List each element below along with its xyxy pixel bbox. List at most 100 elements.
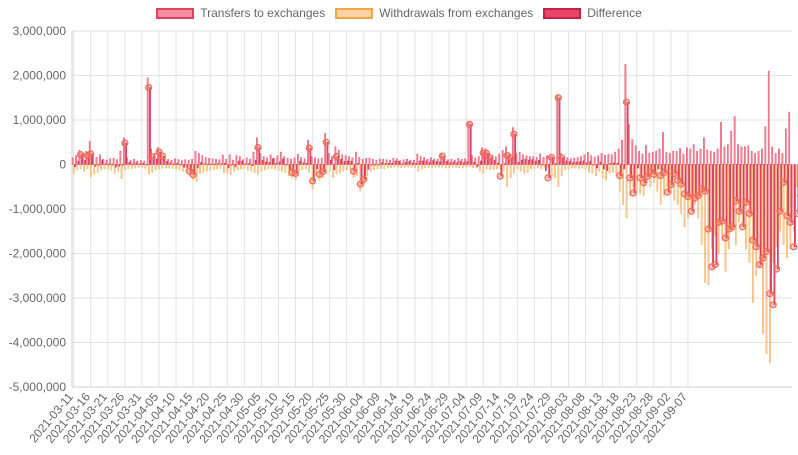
bar-withdrawals [80, 165, 81, 169]
difference-point [617, 173, 623, 179]
bar-withdrawals [336, 165, 337, 175]
bar-withdrawals [445, 165, 446, 169]
bar-difference [453, 162, 454, 165]
difference-point [310, 178, 316, 184]
bar-withdrawals [271, 165, 272, 169]
bar-transfers [543, 157, 544, 164]
bar-transfers [287, 158, 288, 164]
bar-transfers [321, 158, 322, 164]
bar-transfers [188, 160, 189, 164]
legend-item-transfers[interactable]: Transfers to exchanges [156, 6, 325, 20]
bar-withdrawals [397, 165, 398, 168]
bar-difference [187, 165, 188, 168]
bar-transfers [318, 159, 319, 165]
y-tick-label: -4,000,000 [9, 336, 67, 350]
bar-withdrawals [380, 165, 381, 169]
bar-transfers [666, 152, 667, 164]
difference-point [685, 194, 691, 200]
bar-difference [238, 161, 239, 165]
bar-transfers [700, 149, 701, 165]
bar-difference [774, 165, 775, 305]
bar-difference [518, 162, 519, 164]
bar-transfers [116, 160, 117, 165]
bar-withdrawals [609, 165, 610, 174]
difference-point [664, 189, 670, 195]
bar-withdrawals [278, 165, 279, 171]
legend-swatch-difference [543, 8, 581, 19]
legend-item-withdrawals[interactable]: Withdrawals from exchanges [335, 6, 533, 20]
bar-withdrawals [244, 165, 245, 169]
difference-point [467, 121, 473, 127]
bar-difference [760, 165, 761, 265]
difference-point [712, 262, 718, 268]
bar-difference [146, 165, 147, 166]
difference-point [159, 153, 165, 159]
bar-transfers [703, 138, 704, 165]
bar-difference [596, 165, 597, 169]
bar-difference [617, 163, 618, 164]
difference-point [733, 198, 739, 204]
bar-withdrawals [90, 165, 91, 177]
bar-transfers [113, 158, 114, 164]
bar-difference [398, 161, 399, 164]
bar-transfers [372, 159, 373, 164]
bar-withdrawals [373, 165, 374, 170]
bar-difference [535, 161, 536, 165]
bar-difference [98, 165, 99, 166]
bar-transfers [468, 122, 469, 165]
bar-withdrawals [401, 165, 402, 168]
bar-difference [781, 165, 782, 212]
bar-withdrawals [172, 165, 173, 169]
bar-difference [545, 165, 546, 171]
bar-transfers [546, 156, 547, 165]
difference-point [736, 208, 742, 214]
bar-difference [204, 164, 205, 165]
bar-difference [351, 161, 352, 165]
bar-withdrawals [158, 165, 159, 169]
bar-withdrawals [148, 165, 149, 175]
bar-difference [265, 162, 266, 165]
bar-withdrawals [141, 165, 142, 168]
bar-transfers [638, 151, 639, 164]
bar-withdrawals [582, 165, 583, 169]
bar-transfers [185, 160, 186, 165]
bar-difference [750, 165, 751, 214]
bar-withdrawals [124, 165, 125, 170]
legend-item-difference[interactable]: Difference [543, 6, 641, 20]
bar-transfers [181, 160, 182, 164]
difference-point [293, 170, 299, 176]
bar-withdrawals [240, 165, 241, 169]
bar-withdrawals [530, 165, 531, 169]
bar-transfers [714, 152, 715, 164]
difference-point [740, 224, 746, 230]
bar-transfers [761, 149, 762, 165]
bar-transfers [683, 154, 684, 165]
bar-difference [692, 165, 693, 212]
bar-difference [542, 165, 543, 166]
bar-transfers [775, 153, 776, 164]
legend: Transfers to exchanges Withdrawals from … [0, 6, 798, 20]
bar-transfers [215, 159, 216, 164]
bar-withdrawals [298, 165, 299, 172]
bar-difference [729, 165, 730, 230]
bar-transfers [659, 149, 660, 165]
bar-difference [433, 160, 434, 164]
bar-difference [170, 163, 171, 165]
difference-point [497, 173, 503, 179]
bar-withdrawals [408, 165, 409, 167]
bar-difference [566, 161, 567, 165]
bar-withdrawals [216, 165, 217, 169]
bar-withdrawals [384, 165, 385, 169]
bar-withdrawals [329, 165, 330, 172]
bar-difference [395, 161, 396, 165]
bar-withdrawals [578, 165, 579, 169]
bar-withdrawals [165, 165, 166, 169]
bar-difference [603, 165, 604, 169]
bar-withdrawals [309, 165, 310, 173]
bar-difference [143, 163, 144, 164]
bar-difference [460, 161, 461, 164]
bar-transfers [608, 154, 609, 164]
bar-difference [207, 164, 208, 165]
bar-withdrawals [247, 165, 248, 171]
bar-difference [344, 161, 345, 164]
